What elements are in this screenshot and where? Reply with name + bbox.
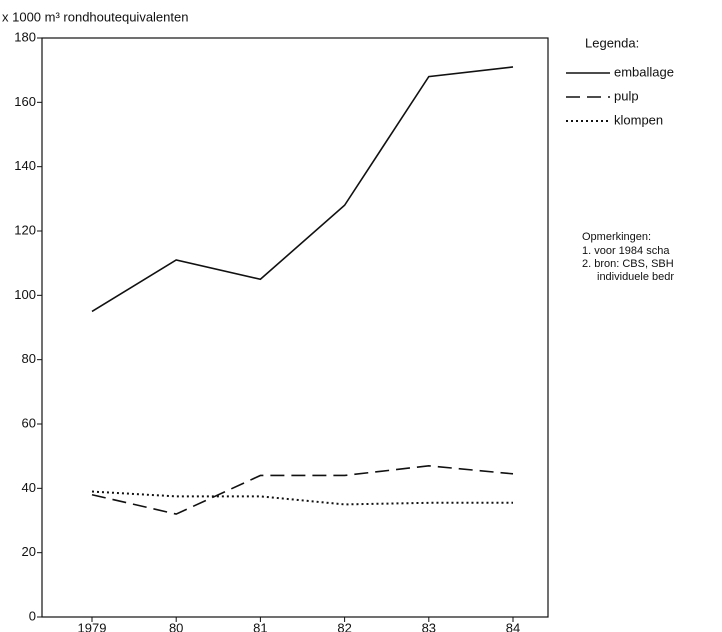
y-tick-label: 120	[14, 222, 36, 237]
notes-title: Opmerkingen:	[582, 231, 651, 243]
x-tick-label: 80	[169, 620, 183, 632]
y-tick-label: 0	[29, 608, 36, 623]
x-tick-label: 84	[506, 620, 520, 632]
y-tick-label: 180	[14, 29, 36, 44]
x-tick-label: 1979	[78, 620, 107, 632]
legend-label: klompen	[614, 112, 663, 127]
series-line	[91, 490, 513, 506]
x-tick-label: 83	[422, 620, 436, 632]
legend-label: pulp	[614, 88, 639, 103]
y-tick-label: 160	[14, 94, 36, 109]
legend-label: emballage	[614, 64, 674, 79]
y-tick-label: 60	[22, 415, 36, 430]
note: individuele bedr	[597, 271, 674, 283]
series-line	[91, 465, 514, 515]
y-tick-label: 20	[22, 544, 36, 559]
note: 2. bron: CBS, SBH	[582, 258, 674, 270]
note: 1. voor 1984 scha	[582, 245, 670, 257]
y-tick-label: 100	[14, 287, 36, 302]
legend-title: Legenda:	[585, 35, 639, 50]
y-tick-label: 140	[14, 158, 36, 173]
y-tick-label: 40	[22, 480, 36, 495]
x-tick-label: 81	[253, 620, 267, 632]
plot-frame	[41, 37, 549, 618]
x-tick-label: 82	[337, 620, 351, 632]
y-axis-label: x 1000 m³ rondhoutequivalenten	[2, 9, 188, 24]
series-line	[91, 66, 514, 313]
y-tick-label: 80	[22, 351, 36, 366]
